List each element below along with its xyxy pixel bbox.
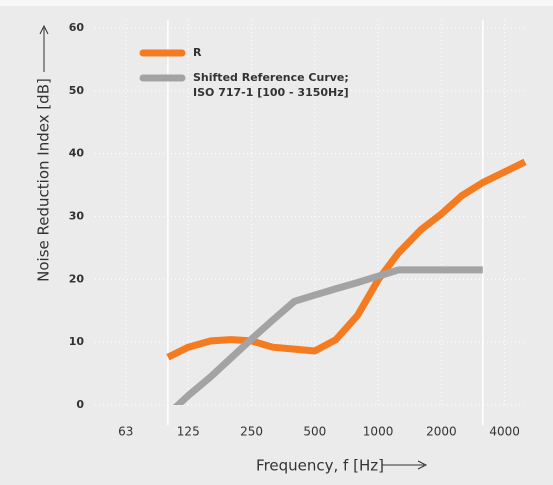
x-tick-label: 4000	[489, 425, 520, 439]
series-line	[172, 266, 483, 405]
x-tick-label: 500	[303, 425, 326, 439]
x-tick-label: 125	[177, 425, 200, 439]
legend-label: R	[193, 46, 202, 59]
x-tick-label: 2000	[426, 425, 457, 439]
x-tick-label: 250	[240, 425, 263, 439]
series-line	[166, 158, 527, 361]
y-tick-label: 10	[69, 335, 85, 348]
labels: 0 10 20 30 40 50 60 63 125 250 500 1000 2000 4000	[69, 21, 520, 439]
y-tick-label: 40	[69, 147, 85, 160]
top-band	[0, 0, 553, 6]
y-arrow-head	[39, 24, 49, 35]
y-tick-label: 60	[69, 21, 85, 34]
x-tick-label: 1000	[363, 425, 394, 439]
x-arrow-head	[417, 460, 428, 470]
x-tick-label: 63	[118, 425, 133, 439]
y-tick-label: 50	[69, 84, 85, 97]
y-tick-label: 30	[69, 210, 85, 223]
y-axis-label: Noise Reduction Index [dB]	[35, 78, 53, 282]
legend-label: Shifted Reference Curve; ISO 717-1 [100 …	[193, 71, 349, 99]
plot	[166, 158, 527, 405]
y-tick-label: 20	[69, 272, 85, 285]
y-tick-label: 0	[76, 398, 84, 411]
x-axis-label: Frequency, f [Hz]	[256, 457, 384, 475]
